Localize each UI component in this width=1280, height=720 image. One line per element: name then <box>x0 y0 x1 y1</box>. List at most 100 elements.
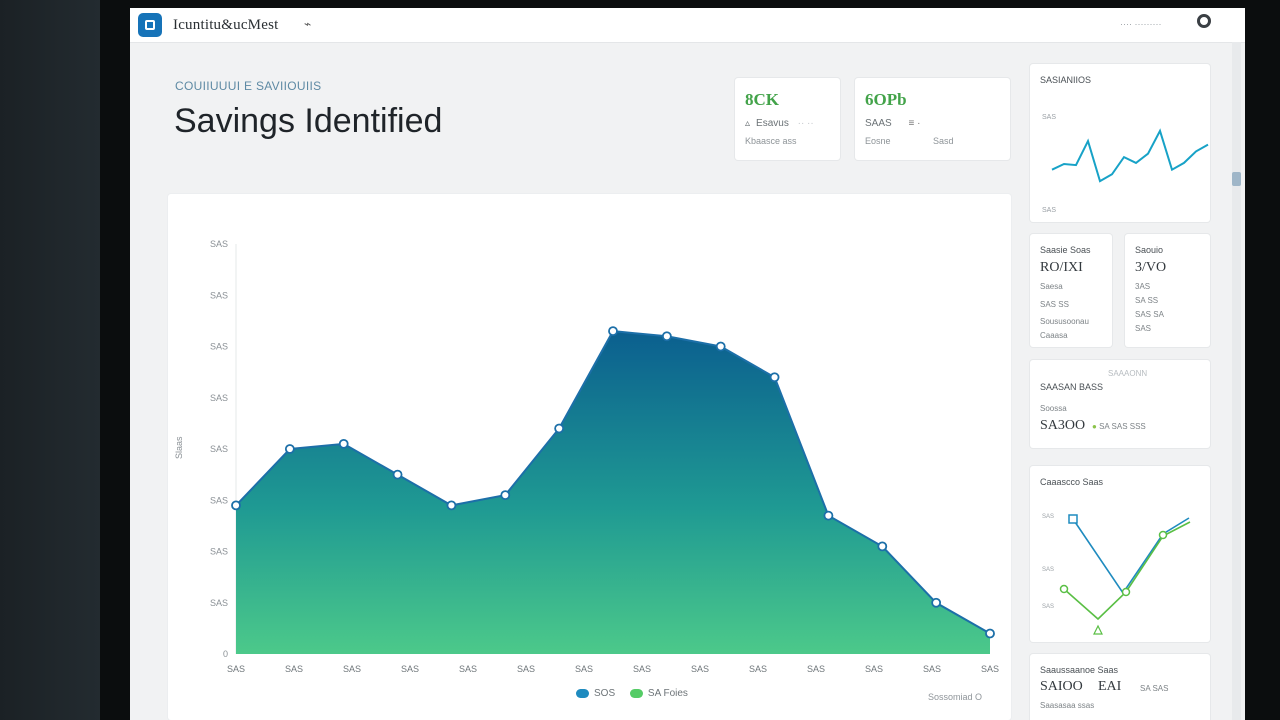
kpi-label: Esavus <box>756 118 789 129</box>
trend-card-title: SASIANIIOS <box>1040 75 1092 85</box>
stat-card-sub: Soossa <box>1040 404 1067 413</box>
x-tick-label: SAS <box>691 664 709 674</box>
check-icon: ● <box>1092 422 1097 431</box>
data-point[interactable] <box>715 341 726 352</box>
data-point[interactable] <box>554 423 565 434</box>
data-point[interactable] <box>231 500 241 511</box>
stat-card-4[interactable]: Saaussaanoe Saas SAIOO EAI SA SAS Saasas… <box>1030 654 1210 720</box>
crossover-card-title: Caaascco Saas <box>1040 477 1104 487</box>
stat-card-value: SA3OO <box>1040 418 1086 433</box>
trend-line <box>1051 128 1209 183</box>
legend-item[interactable]: SA Foies <box>629 688 688 699</box>
trend-card[interactable]: SASIANIIOS SAS SAS <box>1030 64 1210 222</box>
y-tick-label: SAS <box>210 598 228 608</box>
crossover-card[interactable]: Caaascco Saas SAS SAS SAS <box>1030 466 1210 642</box>
data-point[interactable] <box>985 628 995 639</box>
stat-card-badge-label: SA SAS SSS <box>1099 422 1146 431</box>
kpi-card-1[interactable]: 8CK ▵ Esavus ·· ·· Kbaasce ass <box>735 78 840 160</box>
breadcrumb: COUIIUUUI E SAVIIOUIIS <box>175 79 322 93</box>
data-point[interactable] <box>446 500 457 511</box>
series-green-line <box>1063 521 1191 621</box>
y-tick-label: SAS <box>210 444 228 454</box>
x-tick-label: SAS <box>343 664 361 674</box>
app-window: Icuntitu&ucMest ⌁ ···· ········· COUIIUU… <box>130 8 1245 720</box>
cross-y-tick: SAS <box>1042 514 1054 520</box>
y-tick-label: SAS <box>210 393 228 403</box>
legend-label: SA Foies <box>647 688 688 699</box>
cross-y-tick: SAS <box>1042 567 1054 573</box>
legend-item[interactable]: SOS <box>576 688 615 699</box>
kpi-subtext-left: Eosne <box>865 136 891 146</box>
stat-card-line: SAS <box>1135 324 1152 333</box>
series-green-point[interactable] <box>1059 584 1069 594</box>
x-tick-label: SAS <box>285 664 303 674</box>
area-series-fill <box>236 331 990 654</box>
data-point[interactable] <box>284 444 295 454</box>
scrollbar-thumb[interactable] <box>1232 172 1241 186</box>
x-tick-label: SAS <box>575 664 593 674</box>
kpi-faint-label: ≡ · <box>908 118 921 129</box>
stat-card-3[interactable]: SAAAONN SAASAN BASS Soossa SA3OO ● SA SA… <box>1030 360 1210 448</box>
trend-y-label: SAS <box>1042 114 1056 121</box>
kpi-card-2[interactable]: 6OPb SAAS ≡ · Eosne Sasd <box>855 78 1010 160</box>
data-point[interactable] <box>661 331 672 342</box>
data-point[interactable] <box>823 510 834 521</box>
data-point[interactable] <box>931 597 942 608</box>
crossover-chart: SAS SAS SAS <box>1042 514 1191 635</box>
stat-card-title: Saaussaanoe Saas <box>1040 665 1119 675</box>
x-tick-label: SAS <box>459 664 477 674</box>
savings-area-chart: Slaas SAS SAS SAS SAS SAS SAS SAS SAS 0 SAS SAS SA… <box>174 239 999 674</box>
trend-sparkline: SAS SAS <box>1042 114 1209 214</box>
data-point[interactable] <box>769 372 780 383</box>
data-point[interactable] <box>877 541 888 552</box>
y-tick-label: 0 <box>223 649 228 659</box>
pin-icon[interactable]: ⌁ <box>304 17 312 31</box>
data-point[interactable] <box>338 438 349 449</box>
cross-y-tick: SAS <box>1042 604 1054 610</box>
stat-card-line: SAS SS <box>1040 300 1069 309</box>
stat-card-line: SAS SA <box>1135 310 1164 319</box>
triangle-marker-icon <box>1093 624 1103 635</box>
gear-icon[interactable] <box>1197 14 1211 28</box>
app-logo-icon[interactable] <box>138 13 162 37</box>
scrollbar[interactable] <box>1232 42 1241 720</box>
stat-card-value-2: EAI <box>1098 679 1122 694</box>
top-bar: Icuntitu&ucMest ⌁ ···· ········· <box>130 8 1245 43</box>
y-tick-label: SAS <box>210 239 228 249</box>
chart-footer: Sossomiad O <box>928 692 983 702</box>
desk-background <box>0 0 100 720</box>
x-tick-label: SAS <box>807 664 825 674</box>
top-right-label[interactable]: ···· ········· <box>1120 19 1162 29</box>
x-tick-label: SAS <box>517 664 535 674</box>
kpi-label: SAAS <box>865 118 892 129</box>
stat-card-2[interactable]: Saouio 3/VO 3AS SA SS SAS SA SAS <box>1125 234 1210 347</box>
kpi-subtext: Kbaasce ass <box>745 136 797 146</box>
kpi-row: ▵ Esavus ·· ·· <box>745 118 814 129</box>
kpi-faint-label: ·· ·· <box>797 118 814 129</box>
stat-card-badge: ● SA SAS SSS <box>1092 422 1146 431</box>
triangle-icon: ▵ <box>745 118 751 129</box>
stat-card-1[interactable]: Saasie Soas RO/IXI Saesa SAS SS Soususoo… <box>1030 234 1112 347</box>
x-tick-label: SAS <box>227 664 245 674</box>
data-point[interactable] <box>500 490 511 501</box>
y-tick-label: SAS <box>210 495 228 505</box>
series-green-point[interactable] <box>1121 587 1131 597</box>
y-axis-label: Slaas <box>174 436 184 459</box>
data-point[interactable] <box>392 469 403 480</box>
series-green-point[interactable] <box>1158 530 1168 540</box>
legend-swatch <box>629 688 643 698</box>
savings-chart-card: Slaas SAS SAS SAS SAS SAS SAS SAS SAS 0 SAS SAS SA… <box>168 194 1011 720</box>
x-tick-label: SAS <box>749 664 767 674</box>
data-point[interactable] <box>608 326 618 337</box>
trend-x-label: SAS <box>1042 207 1056 214</box>
stat-card-title: Saouio <box>1135 245 1164 255</box>
y-tick-label: SAS <box>210 290 228 300</box>
stat-card-value: SAIOO <box>1040 679 1083 694</box>
series-blue-point[interactable] <box>1068 514 1078 524</box>
legend-swatch <box>576 688 589 698</box>
stat-card-line: SA SS <box>1135 296 1159 305</box>
stat-card-line: Soususoonau <box>1040 317 1089 326</box>
app-name: Icuntitu&ucMest <box>173 17 279 33</box>
stat-card-title: Saasie Soas <box>1040 245 1091 255</box>
x-tick-label: SAS <box>401 664 419 674</box>
